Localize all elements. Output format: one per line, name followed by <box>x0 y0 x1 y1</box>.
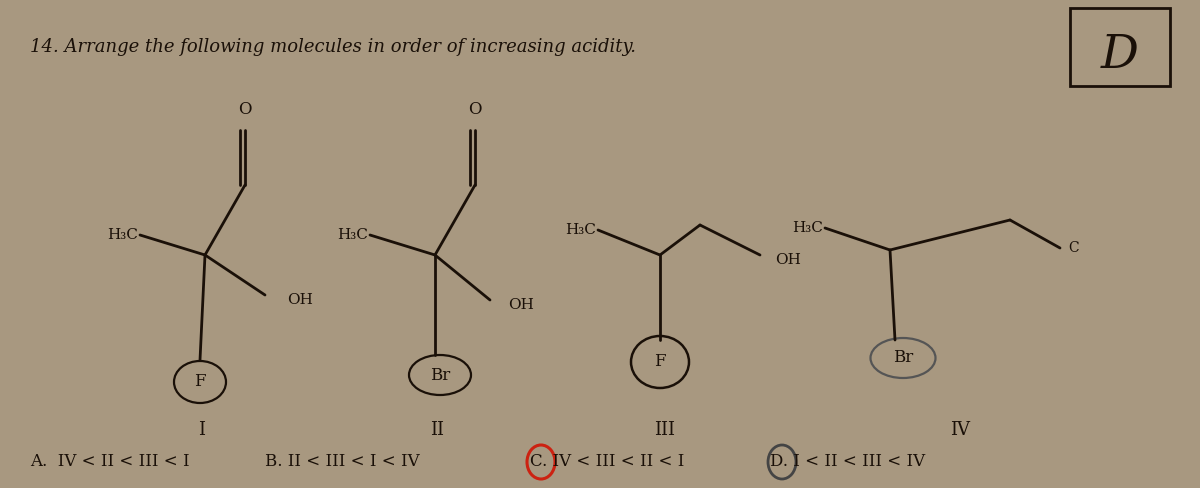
Text: F: F <box>194 373 206 390</box>
Text: H₃C: H₃C <box>792 221 823 235</box>
Text: OH: OH <box>775 253 800 267</box>
Text: H₃C: H₃C <box>565 223 596 237</box>
Bar <box>1070 8 1170 86</box>
Text: 14. Arrange the following molecules in order of increasing acidity.: 14. Arrange the following molecules in o… <box>30 38 636 56</box>
Text: OH: OH <box>508 298 534 312</box>
Text: Br: Br <box>893 349 913 366</box>
Text: B. II < III < I < IV: B. II < III < I < IV <box>265 453 420 470</box>
Text: C. IV < III < II < I: C. IV < III < II < I <box>530 453 684 470</box>
Text: F: F <box>654 353 666 370</box>
Text: I: I <box>198 421 205 439</box>
Text: H₃C: H₃C <box>107 228 138 242</box>
Text: III: III <box>654 421 676 439</box>
Text: A.  IV < II < III < I: A. IV < II < III < I <box>30 453 190 470</box>
Text: D. I < II < III < IV: D. I < II < III < IV <box>770 453 925 470</box>
Text: O: O <box>239 102 252 119</box>
Text: H₃C: H₃C <box>337 228 368 242</box>
Text: II: II <box>430 421 444 439</box>
Text: O: O <box>468 102 481 119</box>
Text: C: C <box>1068 241 1079 255</box>
Text: Br: Br <box>430 366 450 384</box>
Text: D: D <box>1102 32 1139 78</box>
Text: OH: OH <box>287 293 313 307</box>
Text: IV: IV <box>950 421 970 439</box>
